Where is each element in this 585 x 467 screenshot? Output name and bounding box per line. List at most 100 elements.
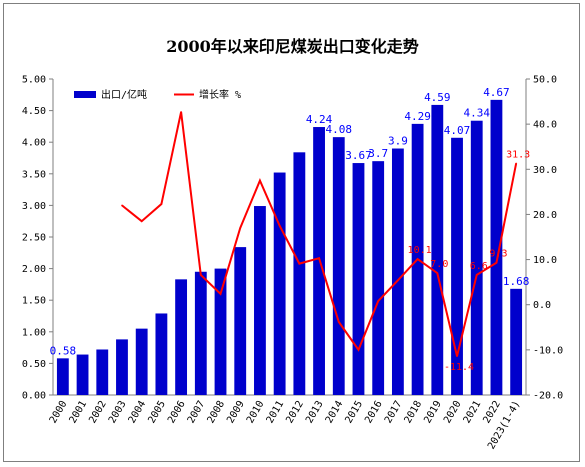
- line-data-label: 7.0: [430, 259, 448, 270]
- y-right-tick-label: 0.0: [533, 300, 551, 311]
- growth-point: [239, 227, 242, 229]
- y-right-tick-label: 30.0: [533, 165, 557, 176]
- growth-point: [416, 258, 419, 260]
- y-left-tick-label: 0.00: [22, 391, 46, 402]
- bar-data-label: 4.08: [326, 123, 353, 136]
- chart-title: 2000年以来印尼煤炭出口变化走势: [166, 37, 419, 56]
- x-tick-label: 2007: [186, 399, 208, 425]
- y-left-tick-label: 1.50: [22, 296, 46, 307]
- bar: [431, 104, 444, 396]
- y-left-tick-label: 5.00: [22, 75, 46, 86]
- growth-point: [475, 274, 478, 276]
- line-data-label: 10.1: [408, 245, 432, 256]
- x-tick-label: 2019: [422, 399, 444, 425]
- growth-point: [495, 261, 498, 264]
- x-tick-label: 2005: [146, 399, 168, 425]
- bar: [293, 152, 306, 395]
- x-tick-label: 2013: [304, 399, 326, 425]
- bar-data-label: 3.9: [388, 135, 408, 148]
- bar: [510, 288, 523, 395]
- x-tick-label: 2000: [48, 399, 70, 425]
- bar: [332, 137, 345, 396]
- legend-bar-swatch: [74, 91, 96, 98]
- bar-data-label: 3.67: [345, 149, 372, 162]
- bar-data-label: 4.29: [404, 110, 431, 123]
- bar: [96, 349, 109, 395]
- growth-point: [515, 162, 517, 165]
- bar: [273, 172, 286, 395]
- bar: [490, 99, 503, 395]
- growth-point: [259, 179, 261, 182]
- x-tick-label: 2002: [87, 399, 109, 425]
- x-tick-label: 2003: [107, 399, 129, 425]
- line-data-label: -11.4: [444, 362, 474, 373]
- y-left-tick-label: 0.50: [22, 359, 46, 370]
- bar-data-label: 4.07: [444, 124, 471, 137]
- x-tick-label: 2009: [225, 399, 247, 425]
- x-tick-label: 2008: [206, 399, 228, 425]
- bar: [352, 163, 365, 395]
- growth-point: [180, 111, 182, 113]
- bar-data-label: 3.7: [368, 147, 388, 160]
- growth-point: [436, 272, 439, 274]
- x-tick-label: 2012: [284, 399, 306, 425]
- x-tick-label: 2004: [127, 399, 149, 425]
- bar-data-label: 4.34: [463, 107, 490, 120]
- bar-data-label: 1.68: [503, 275, 530, 288]
- legend-bar-label: 出口/亿吨: [101, 88, 147, 101]
- line-data-label: 6.6: [470, 261, 488, 272]
- x-tick-label: 2020: [442, 399, 464, 425]
- x-tick-label: 2021: [462, 399, 484, 425]
- x-tick-label: 2016: [363, 399, 385, 425]
- y-left-tick-label: 4.00: [22, 138, 46, 149]
- bar: [254, 206, 266, 395]
- y-right-tick-label: 40.0: [533, 120, 557, 131]
- y-right-tick-label: 10.0: [533, 255, 557, 266]
- x-tick-label: 2006: [166, 399, 188, 425]
- growth-point: [337, 321, 340, 323]
- y-left-tick-label: 3.00: [22, 201, 46, 212]
- growth-point: [397, 279, 399, 282]
- x-tick-label: 2011: [265, 399, 287, 425]
- y-left-tick-label: 2.00: [22, 264, 46, 275]
- bar-data-label: 0.58: [50, 344, 77, 357]
- y-left-tick-label: 4.50: [22, 106, 46, 117]
- growth-point: [160, 203, 163, 205]
- bar: [175, 279, 188, 395]
- growth-point: [219, 293, 222, 295]
- bar-data-label: 4.67: [483, 86, 510, 99]
- bar: [116, 339, 128, 395]
- bar-data-label: 4.59: [424, 91, 451, 104]
- bar: [194, 271, 207, 395]
- bar: [234, 247, 247, 395]
- bar: [76, 354, 89, 395]
- y-right-tick-label: -20.0: [533, 391, 563, 402]
- line-data-label: 31.3: [506, 149, 530, 160]
- y-right-tick-label: 20.0: [533, 210, 557, 221]
- x-tick-label: 2017: [383, 399, 405, 425]
- x-tick-label: 2010: [245, 399, 267, 425]
- bar: [372, 161, 385, 395]
- y-left-tick-label: 3.50: [22, 169, 46, 180]
- growth-point: [140, 220, 143, 222]
- x-tick-label: 2014: [324, 399, 346, 425]
- y-right-tick-label: 50.0: [533, 75, 557, 86]
- x-tick-label: 2018: [403, 399, 425, 425]
- line-data-label: 9.3: [489, 249, 507, 260]
- x-tick-label: 2001: [68, 399, 90, 425]
- growth-point: [456, 355, 458, 357]
- y-left-tick-label: 2.50: [22, 233, 46, 244]
- bar: [155, 313, 168, 395]
- growth-point: [278, 224, 281, 227]
- x-tick-label: 2015: [344, 399, 366, 425]
- growth-point: [318, 257, 320, 260]
- growth-point: [357, 349, 360, 351]
- growth-point: [121, 204, 123, 207]
- y-left-tick-label: 1.00: [22, 327, 46, 338]
- growth-point: [377, 300, 379, 302]
- bar: [451, 137, 463, 395]
- bar-data-label: 4.24: [306, 113, 333, 126]
- growth-point: [200, 274, 202, 276]
- bar: [391, 148, 404, 395]
